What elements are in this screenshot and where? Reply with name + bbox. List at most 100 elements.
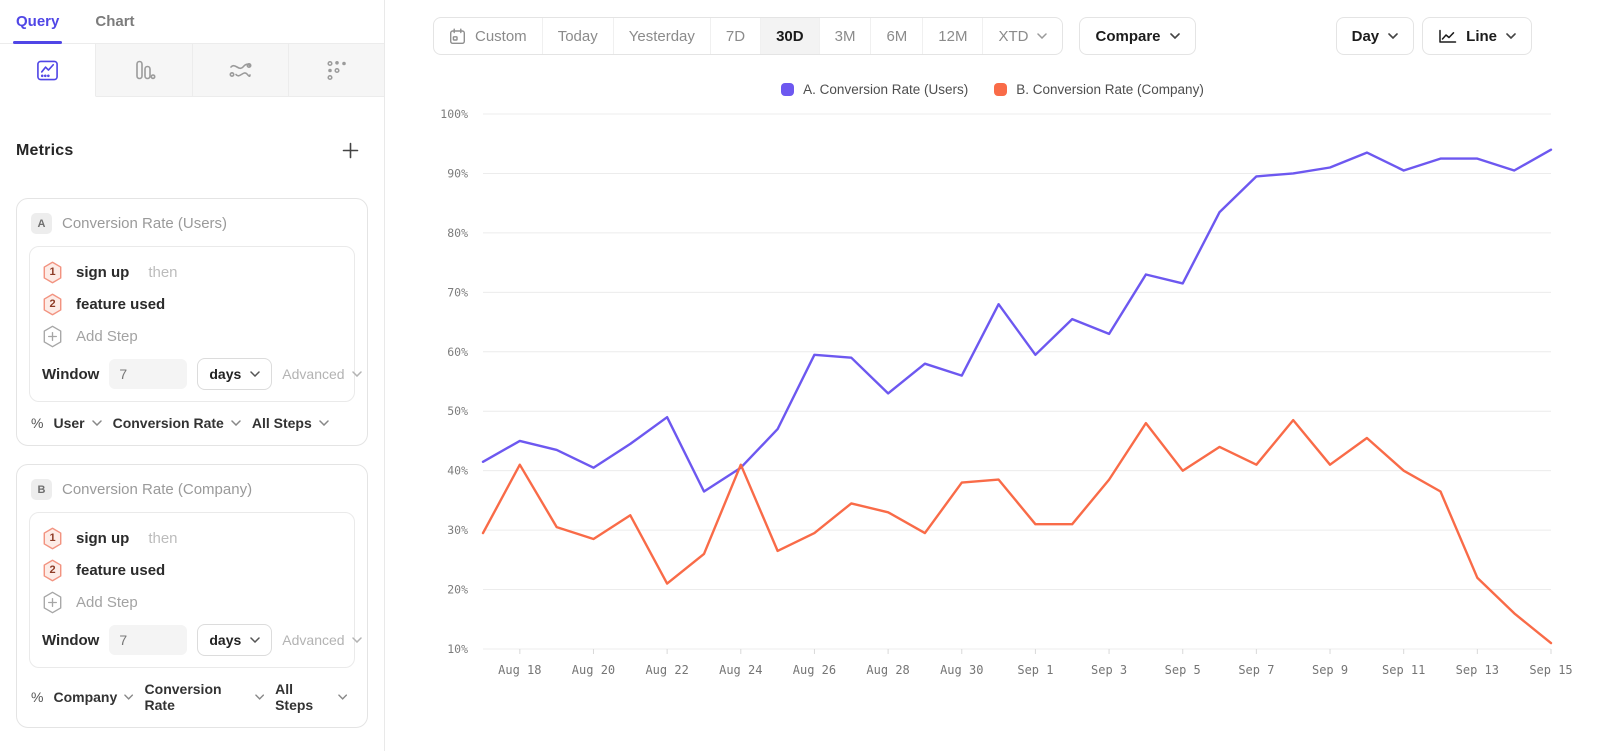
range-6m[interactable]: 6M (871, 18, 924, 54)
svg-text:Sep 13: Sep 13 (1456, 663, 1499, 677)
add-step-button[interactable]: Add Step (42, 320, 342, 352)
range-12m[interactable]: 12M (923, 18, 984, 54)
chevron-down-icon (250, 371, 261, 377)
flow-icon (229, 63, 252, 78)
range-xtd[interactable]: XTD (983, 18, 1062, 54)
window-unit-select[interactable]: days (197, 358, 273, 390)
funnel-step-1[interactable]: 1 sign up then (42, 522, 342, 554)
svg-text:Sep 1: Sep 1 (1017, 663, 1053, 677)
chevron-down-icon (1506, 33, 1516, 39)
percent-icon: % (31, 415, 44, 431)
funnel-step-1[interactable]: 1 sign up then (42, 256, 342, 288)
chart-type-button[interactable]: Line (1422, 17, 1532, 55)
chevron-down-icon (337, 694, 347, 700)
window-unit-select[interactable]: days (197, 624, 273, 656)
funnel-step-2[interactable]: 2 feature used (42, 554, 342, 586)
add-step-button[interactable]: Add Step (42, 586, 342, 618)
metrics-header: Metrics (0, 97, 384, 198)
advanced-label: Advanced (282, 632, 345, 648)
measure-row: % Company Conversion Rate All Steps (29, 668, 355, 715)
metric-card-a-header[interactable]: A Conversion Rate (Users) (29, 211, 355, 246)
metric-card-a: A Conversion Rate (Users) 1 sign up then (16, 198, 368, 446)
view-tab-bar-chart[interactable] (96, 44, 193, 97)
window-label: Window (42, 365, 100, 383)
legend-swatch-a (781, 83, 795, 96)
svg-text:80%: 80% (447, 226, 468, 240)
chevron-down-icon (231, 420, 241, 426)
funnel-steps-box: 1 sign up then 2 feature used (29, 512, 362, 668)
metric-badge: A (31, 213, 52, 234)
view-tab-scatter[interactable] (288, 44, 384, 97)
window-row: Window days Advanced (42, 618, 362, 656)
svg-text:Aug 24: Aug 24 (719, 663, 762, 677)
conversion-rate-line-chart[interactable]: 100% 90% 80% 70% 60% 50% 40% 30% 20% 10% Aug 18 Aug… (385, 100, 1600, 700)
measure-row: % User Conversion Rate All Steps (29, 402, 355, 433)
measure-entity-select[interactable]: User (53, 415, 85, 431)
funnel-steps-box: 1 sign up then 2 feature used (29, 246, 362, 402)
window-value-input[interactable] (109, 359, 188, 389)
svg-text:Aug 18: Aug 18 (498, 663, 541, 677)
measure-steps-select[interactable]: All Steps (275, 681, 314, 713)
metric-title: Conversion Rate (Company) (62, 481, 253, 498)
svg-text:Aug 20: Aug 20 (572, 663, 615, 677)
metric-card-b-header[interactable]: B Conversion Rate (Company) (29, 477, 355, 512)
svg-text:Sep 3: Sep 3 (1091, 663, 1127, 677)
add-step-hexagon-icon (43, 325, 62, 347)
chevron-down-icon (1037, 33, 1048, 39)
calendar-icon (450, 28, 466, 44)
hexagon-icon (43, 293, 62, 315)
step-suffix: then (148, 263, 178, 281)
svg-text:Aug 30: Aug 30 (940, 663, 983, 677)
measure-steps-select[interactable]: All Steps (251, 415, 312, 431)
advanced-toggle[interactable]: Advanced (282, 366, 362, 382)
svg-text:Aug 22: Aug 22 (645, 663, 688, 677)
range-yesterday[interactable]: Yesterday (614, 18, 711, 54)
svg-text:Sep 15: Sep 15 (1529, 663, 1572, 677)
tab-query[interactable]: Query (12, 0, 63, 44)
range-today[interactable]: Today (543, 18, 614, 54)
view-tab-line-chart[interactable] (0, 44, 97, 97)
step-number-badge: 2 (42, 559, 63, 582)
chevron-down-icon (1169, 33, 1180, 39)
metric-card-b: B Conversion Rate (Company) 1 sign up th… (16, 464, 368, 728)
funnel-step-2[interactable]: 2 feature used (42, 288, 342, 320)
legend-item-a[interactable]: A. Conversion Rate (Users) (781, 82, 968, 97)
svg-text:Aug 28: Aug 28 (866, 663, 909, 677)
compare-button[interactable]: Compare (1079, 17, 1196, 55)
window-row: Window days Advanced (42, 352, 362, 390)
step-number-badge: 1 (42, 261, 63, 284)
hexagon-icon (43, 559, 62, 581)
step-suffix: then (148, 529, 178, 547)
view-tab-flow[interactable] (192, 44, 289, 97)
granularity-button[interactable]: Day (1335, 17, 1415, 55)
range-30d[interactable]: 30D (761, 18, 820, 54)
range-7d[interactable]: 7D (711, 18, 762, 54)
window-value-input[interactable] (109, 625, 188, 655)
add-metric-button[interactable] (339, 139, 362, 162)
svg-text:10%: 10% (447, 642, 468, 656)
measure-metric-select[interactable]: Conversion Rate (112, 415, 224, 431)
range-custom[interactable]: Custom (434, 18, 543, 54)
chevron-down-icon (124, 694, 134, 700)
hexagon-icon (43, 261, 62, 283)
chart-panel: Custom Today Yesterday 7D 30D 3M 6M 12M … (385, 0, 1600, 751)
add-step-label: Add Step (76, 327, 138, 345)
step-number-badge: 1 (42, 527, 63, 550)
measure-metric-select[interactable]: Conversion Rate (144, 681, 222, 713)
tab-query-label: Query (16, 13, 60, 30)
tab-chart[interactable]: Chart (95, 0, 134, 43)
svg-text:20%: 20% (447, 583, 468, 597)
percent-icon: % (31, 689, 44, 705)
svg-text:70%: 70% (447, 285, 468, 299)
legend-label-b: B. Conversion Rate (Company) (1016, 82, 1204, 97)
chart-area: 100% 90% 80% 70% 60% 50% 40% 30% 20% 10% Aug 18 Aug… (385, 100, 1600, 705)
advanced-toggle[interactable]: Advanced (282, 632, 362, 648)
legend-item-b[interactable]: B. Conversion Rate (Company) (994, 82, 1204, 97)
step-event-name: feature used (76, 561, 166, 579)
legend-label-a: A. Conversion Rate (Users) (803, 82, 969, 97)
window-unit-label: days (209, 632, 242, 648)
range-3m[interactable]: 3M (820, 18, 872, 54)
sidebar-tabbar: Query Chart (0, 0, 384, 44)
measure-entity-select[interactable]: Company (53, 689, 118, 705)
add-step-hexagon-icon (43, 591, 62, 613)
